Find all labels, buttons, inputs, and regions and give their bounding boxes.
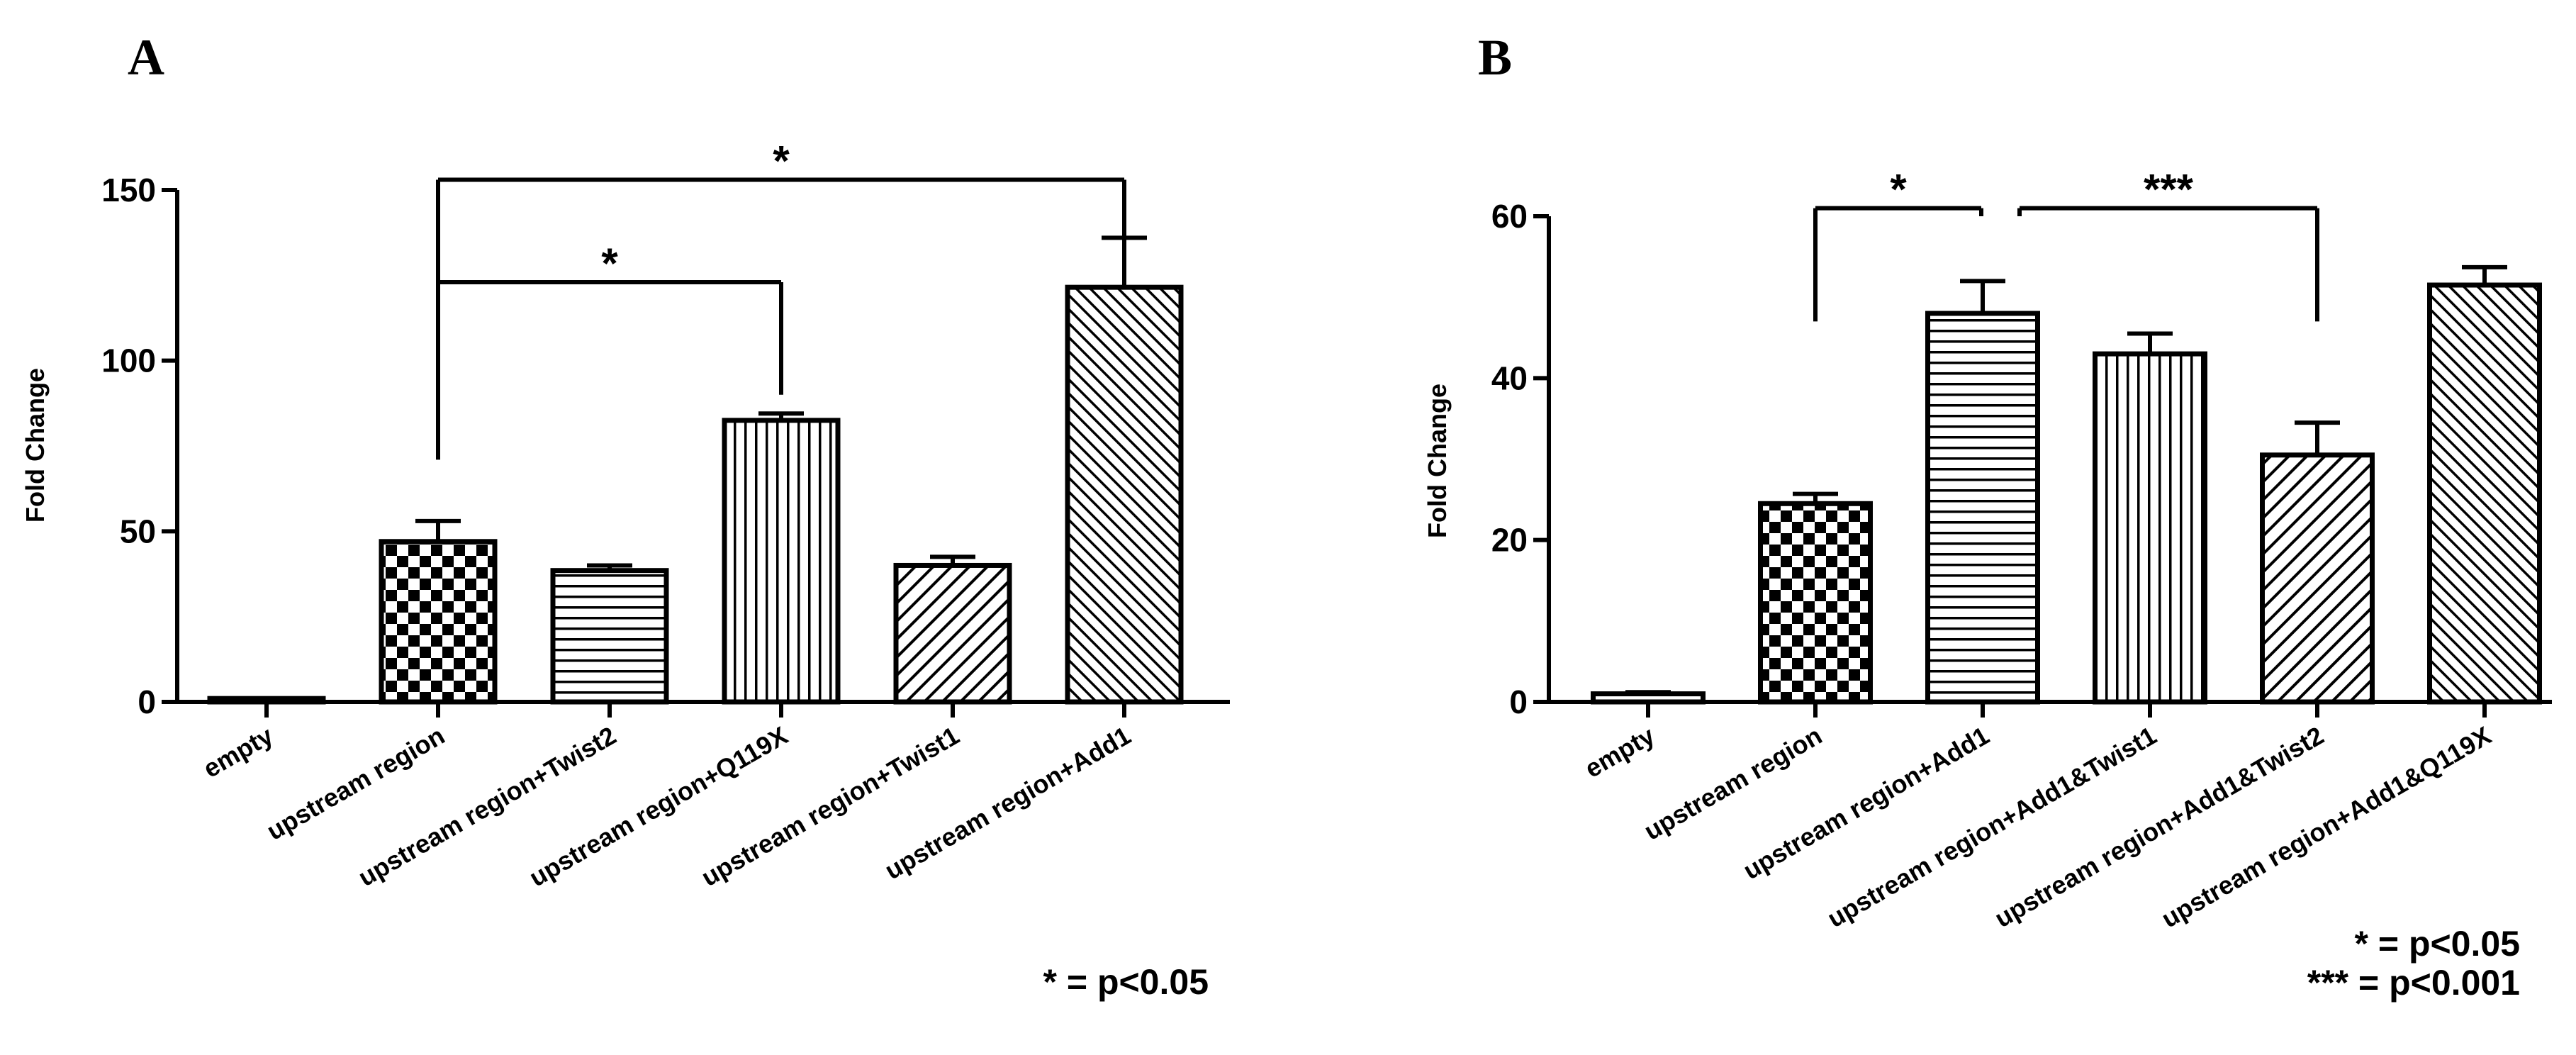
y-tick-label: 50 — [120, 513, 156, 549]
y-axis-label: Fold Change — [21, 368, 50, 523]
bar — [1758, 501, 1873, 705]
y-tick-label: 0 — [138, 683, 156, 720]
bar — [379, 539, 498, 705]
y-tick-label: 100 — [101, 342, 156, 379]
y-axis-label: Fold Change — [1423, 384, 1452, 538]
y-tick-label: 0 — [1509, 683, 1528, 720]
category-label: empty — [198, 720, 278, 783]
y-tick-label: 40 — [1491, 359, 1528, 396]
bar — [2427, 282, 2542, 705]
bar — [2093, 351, 2207, 705]
category-label: upstream region+Add1&Twist2 — [1990, 720, 2329, 933]
y-tick-label: 20 — [1491, 522, 1528, 559]
category-label: upstream region+Add1&Q119X — [2156, 720, 2496, 933]
category-label: upstream region+Add1&Twist1 — [1822, 720, 2161, 933]
bar — [1591, 691, 1706, 705]
y-tick-label: 60 — [1491, 198, 1528, 235]
significance-label: * — [1890, 166, 1907, 213]
p-value-note: * = p<0.05 — [2355, 924, 2521, 964]
bar — [893, 562, 1012, 705]
panel-label: B — [1478, 29, 1512, 86]
bar — [1925, 311, 2040, 705]
category-label: empty — [1580, 720, 1659, 783]
p-value-note: *** = p<0.001 — [2307, 963, 2520, 1003]
significance-label: * — [601, 240, 618, 287]
bar — [207, 696, 326, 705]
p-value-note: * = p<0.05 — [1043, 962, 1209, 1002]
y-tick-label: 150 — [101, 172, 156, 208]
bar — [1065, 284, 1184, 705]
significance-label: * — [773, 138, 790, 185]
bar — [550, 568, 669, 705]
bar — [722, 418, 841, 705]
panel-label: A — [128, 29, 164, 86]
significance-label: *** — [2144, 166, 2194, 213]
bar — [2260, 452, 2375, 705]
